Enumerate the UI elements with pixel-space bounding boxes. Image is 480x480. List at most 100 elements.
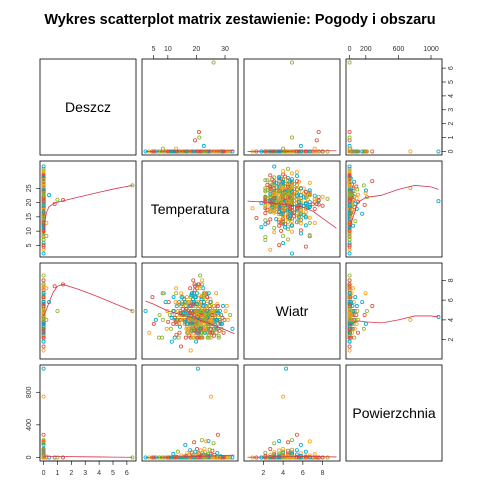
points-group bbox=[347, 164, 441, 256]
data-point bbox=[277, 243, 282, 248]
data-point bbox=[263, 194, 268, 199]
panel-deszcz-vs-deszcz: Deszcz bbox=[39, 58, 137, 156]
data-point bbox=[314, 149, 319, 154]
data-point bbox=[41, 432, 46, 437]
data-point bbox=[347, 312, 352, 317]
data-point bbox=[277, 210, 282, 215]
data-point bbox=[272, 230, 277, 235]
data-point bbox=[281, 192, 286, 197]
data-point bbox=[169, 339, 174, 344]
panel-border bbox=[39, 160, 137, 258]
data-point bbox=[263, 186, 268, 191]
data-point bbox=[208, 300, 213, 305]
data-point bbox=[176, 335, 181, 340]
data-point bbox=[190, 326, 195, 331]
data-point bbox=[211, 309, 216, 314]
data-point bbox=[286, 212, 291, 217]
data-point bbox=[263, 234, 268, 239]
data-point bbox=[274, 217, 279, 222]
points-group bbox=[41, 366, 135, 460]
data-point bbox=[197, 135, 202, 140]
points-group bbox=[347, 273, 441, 353]
points-group bbox=[143, 366, 235, 460]
data-point bbox=[281, 234, 286, 239]
data-point bbox=[288, 195, 293, 200]
panel-border bbox=[39, 364, 137, 462]
data-point bbox=[307, 234, 312, 239]
data-point bbox=[290, 216, 295, 221]
data-point bbox=[217, 317, 222, 322]
data-point bbox=[279, 201, 284, 206]
panel-border bbox=[141, 364, 239, 462]
data-point bbox=[207, 310, 212, 315]
data-point bbox=[209, 324, 214, 329]
points-group bbox=[143, 273, 235, 353]
data-point bbox=[188, 348, 193, 353]
data-point bbox=[220, 315, 225, 320]
data-point bbox=[279, 228, 284, 233]
data-point bbox=[347, 284, 352, 289]
data-point bbox=[307, 149, 312, 154]
data-point bbox=[191, 149, 196, 154]
data-point bbox=[312, 146, 317, 151]
data-point bbox=[209, 330, 214, 335]
data-point bbox=[216, 310, 221, 315]
data-point bbox=[41, 300, 46, 305]
data-point bbox=[281, 221, 286, 226]
data-point bbox=[361, 326, 366, 331]
data-point bbox=[347, 135, 352, 140]
data-point bbox=[303, 149, 308, 154]
panel-wiatr-vs-wiatr: Wiatr bbox=[243, 262, 341, 360]
data-point bbox=[266, 220, 271, 225]
data-point bbox=[55, 309, 60, 314]
data-point bbox=[172, 335, 177, 340]
panel-border bbox=[345, 160, 443, 258]
data-point bbox=[263, 218, 268, 223]
data-point bbox=[288, 178, 293, 183]
data-point bbox=[190, 335, 195, 340]
data-point bbox=[268, 191, 273, 196]
data-point bbox=[268, 185, 273, 190]
data-point bbox=[290, 223, 295, 228]
data-point bbox=[347, 130, 352, 135]
data-point bbox=[199, 297, 204, 302]
data-point bbox=[41, 319, 46, 324]
data-point bbox=[294, 220, 299, 225]
data-point bbox=[41, 348, 46, 353]
data-point bbox=[351, 223, 356, 228]
data-point bbox=[314, 138, 319, 143]
data-point bbox=[272, 175, 277, 180]
data-point bbox=[202, 328, 207, 333]
data-point bbox=[184, 321, 189, 326]
data-point bbox=[303, 223, 308, 228]
data-point bbox=[202, 309, 207, 314]
data-point bbox=[178, 304, 183, 309]
data-point bbox=[288, 187, 293, 192]
data-point bbox=[214, 330, 219, 335]
data-point bbox=[296, 203, 301, 208]
data-point bbox=[216, 335, 221, 340]
data-point bbox=[194, 321, 199, 326]
data-point bbox=[168, 326, 173, 331]
data-point bbox=[277, 174, 282, 179]
data-point bbox=[202, 291, 207, 296]
data-point bbox=[41, 291, 46, 296]
data-point bbox=[179, 302, 184, 307]
data-point bbox=[307, 215, 312, 220]
data-point bbox=[41, 344, 46, 349]
data-point bbox=[307, 192, 312, 197]
data-point bbox=[203, 312, 208, 317]
data-point bbox=[270, 202, 275, 207]
panel-border bbox=[141, 160, 239, 258]
smoother-line bbox=[247, 150, 337, 152]
data-point bbox=[350, 304, 355, 309]
data-point bbox=[199, 310, 204, 315]
data-point bbox=[41, 183, 46, 188]
data-point bbox=[436, 199, 441, 204]
data-point bbox=[305, 193, 310, 198]
data-point bbox=[195, 335, 200, 340]
data-point bbox=[270, 177, 275, 182]
data-point bbox=[41, 302, 46, 307]
data-point bbox=[41, 273, 46, 278]
